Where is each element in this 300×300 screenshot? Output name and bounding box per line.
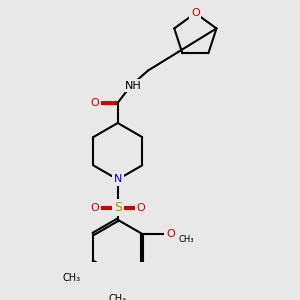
Text: S: S bbox=[114, 201, 122, 214]
Text: NH: NH bbox=[124, 81, 141, 91]
Text: O: O bbox=[90, 203, 99, 213]
Text: O: O bbox=[191, 8, 200, 18]
Text: CH₃: CH₃ bbox=[62, 273, 80, 283]
Text: N: N bbox=[114, 175, 122, 184]
Text: O: O bbox=[90, 98, 99, 108]
Text: CH₃: CH₃ bbox=[109, 294, 127, 300]
Text: O: O bbox=[166, 229, 175, 239]
Text: O: O bbox=[136, 203, 145, 213]
Text: CH₃: CH₃ bbox=[178, 236, 194, 244]
